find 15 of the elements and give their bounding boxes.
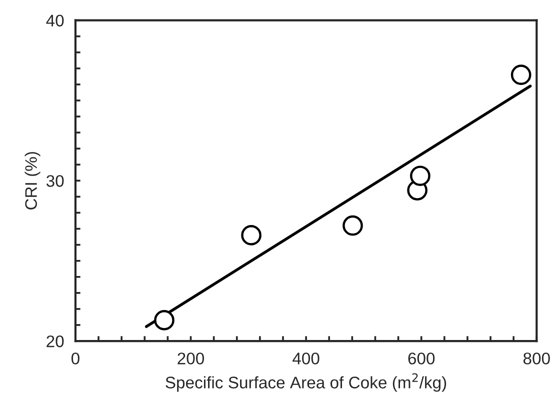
x-axis-title: Specific Surface Area of Coke (m$^{2}$/kg)	[166, 373, 446, 392]
x-tick-label: 600	[408, 352, 435, 364]
x-tick-label: 400	[292, 352, 320, 364]
x-tick-label: 0	[71, 352, 80, 364]
x-tick-label: 200	[178, 352, 204, 364]
point	[154, 310, 174, 330]
point	[342, 215, 363, 236]
y-tick-label: 20	[46, 335, 64, 348]
y-tick-label: 30	[46, 175, 64, 187]
point	[410, 166, 430, 186]
y-axis-title: CRI (%)	[24, 152, 40, 210]
point	[510, 64, 532, 85]
point	[241, 225, 262, 246]
y-tick-label: 40	[46, 14, 64, 27]
x-tick-label: 800	[523, 352, 550, 364]
